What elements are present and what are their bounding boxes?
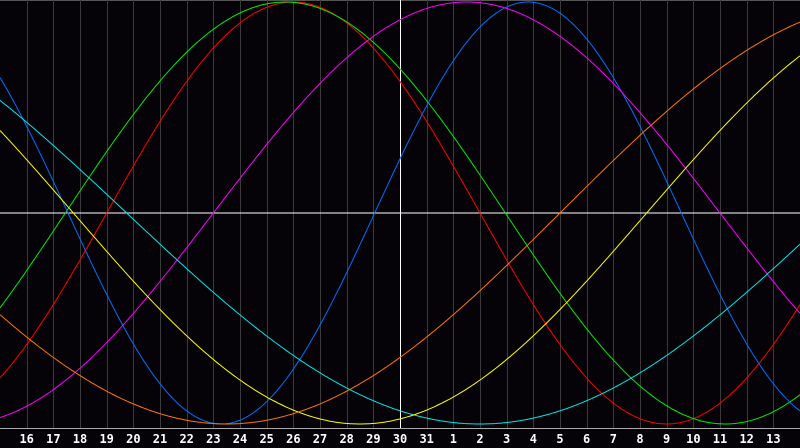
x-tick-label: 8 — [636, 432, 643, 446]
series-line-5 — [0, 55, 800, 425]
x-tick-label: 21 — [153, 432, 167, 446]
series-line-6 — [0, 21, 800, 425]
x-tick-label: 9 — [663, 432, 670, 446]
x-tick-label: 28 — [339, 432, 353, 446]
x-tick-label: 23 — [206, 432, 220, 446]
x-tick-label: 29 — [366, 432, 380, 446]
x-tick-label: 13 — [766, 432, 780, 446]
x-tick-label: 11 — [713, 432, 727, 446]
series-line-1 — [0, 1, 800, 425]
x-tick-label: 2 — [476, 432, 483, 446]
x-tick-label: 6 — [583, 432, 590, 446]
x-tick-label: 12 — [739, 432, 753, 446]
x-tick-label: 7 — [610, 432, 617, 446]
x-tick-label: 22 — [179, 432, 193, 446]
series-line-4 — [0, 100, 800, 425]
x-tick-label: 4 — [530, 432, 537, 446]
x-tick-label: 31 — [419, 432, 433, 446]
x-axis-ticks: 16 17 18 19 20 21 22 23 24 25 26 27 28 29 30 31 1 2 3 4 5 6 7 8… — [19, 432, 780, 446]
series-line-3 — [0, 1, 800, 418]
x-tick-label: 25 — [259, 432, 273, 446]
grid — [0, 0, 800, 429]
x-tick-label: 3 — [503, 432, 510, 446]
series-line-2 — [0, 1, 800, 425]
x-tick-label: 5 — [556, 432, 563, 446]
x-tick-label: 27 — [313, 432, 327, 446]
x-tick-label: 24 — [233, 432, 247, 446]
x-tick-label: 18 — [73, 432, 87, 446]
x-tick-label: 30 — [393, 432, 407, 446]
x-tick-label: 19 — [99, 432, 113, 446]
series-lines — [0, 1, 800, 425]
x-tick-label: 10 — [686, 432, 700, 446]
x-tick-label: 20 — [126, 432, 140, 446]
x-tick-label: 16 — [19, 432, 33, 446]
x-tick-label: 26 — [286, 432, 300, 446]
x-tick-label: 17 — [46, 432, 60, 446]
series-line-0 — [0, 1, 800, 425]
x-tick-label: 1 — [450, 432, 457, 446]
